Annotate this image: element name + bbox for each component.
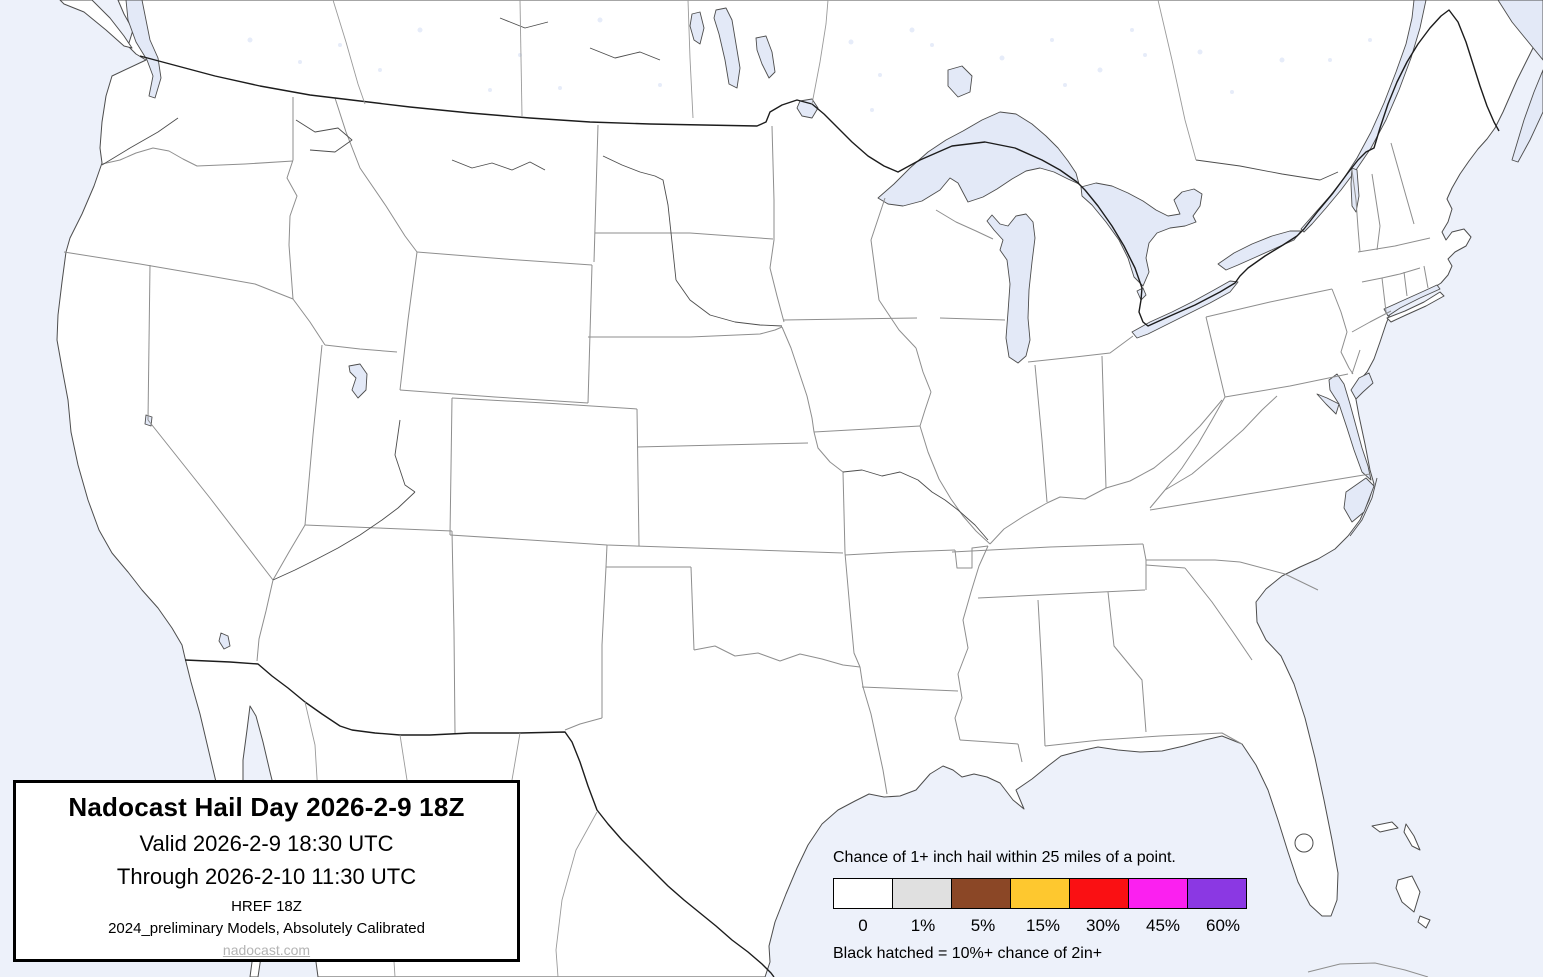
long-island bbox=[1386, 291, 1445, 323]
legend-label: 30% bbox=[1085, 916, 1121, 935]
legend-color-bar bbox=[833, 878, 1254, 909]
lake-superior bbox=[877, 111, 1080, 207]
colorado-river bbox=[272, 491, 416, 581]
landmass bbox=[56, 0, 1543, 977]
rivers bbox=[101, 17, 1378, 581]
pamlico-sound bbox=[1343, 477, 1375, 523]
legend-labels: 0 1% 5% 15% 30% 45% 60% bbox=[833, 916, 1254, 936]
legend-swatch bbox=[1128, 878, 1188, 909]
state-borders bbox=[63, 97, 1431, 977]
through-time: Through 2026-2-10 11:30 UTC bbox=[116, 864, 417, 889]
lake-michigan bbox=[986, 213, 1036, 364]
ottawa-river bbox=[1195, 159, 1339, 181]
legend-label: 45% bbox=[1145, 916, 1181, 935]
title-box: Nadocast Hail Day 2026-2-9 18Z Valid 202… bbox=[13, 780, 520, 962]
legend-swatch bbox=[1010, 878, 1070, 909]
legend-swatch bbox=[951, 878, 1011, 909]
st-lawrence-river bbox=[1300, 0, 1427, 233]
national-borders bbox=[139, 9, 1500, 977]
legend: Chance of 1+ inch hail within 25 miles o… bbox=[833, 849, 1263, 963]
legend-swatch bbox=[1069, 878, 1129, 909]
legend-label: 1% bbox=[910, 916, 936, 935]
lakes-and-bays bbox=[125, 0, 1543, 650]
model-label: HREF 18Z bbox=[231, 898, 302, 915]
legend-title: Chance of 1+ inch hail within 25 miles o… bbox=[833, 849, 1176, 866]
lake-huron bbox=[1080, 182, 1203, 287]
legend-note: Black hatched = 10%+ chance of 2in+ bbox=[833, 945, 1103, 962]
bay-of-fundy bbox=[1511, 69, 1543, 163]
legend-swatch bbox=[892, 878, 952, 909]
legend-swatch bbox=[833, 878, 893, 909]
puget-sound bbox=[125, 0, 162, 99]
us-mexico-border bbox=[184, 659, 775, 977]
missouri-river bbox=[451, 159, 546, 171]
chesapeake-bay bbox=[1328, 373, 1372, 481]
columbia-river bbox=[101, 117, 179, 166]
calibration-label: 2024_preliminary Models, Absolutely Cali… bbox=[108, 920, 425, 937]
gulf-of-st-lawrence bbox=[1497, 0, 1543, 61]
us-canada-border bbox=[139, 9, 1500, 327]
nadocast-link[interactable]: nadocast.com bbox=[222, 942, 311, 958]
legend-label: 5% bbox=[970, 916, 996, 935]
salton-sea bbox=[218, 632, 231, 650]
valid-time: Valid 2026-2-9 18:30 UTC bbox=[139, 831, 394, 856]
legend-label: 60% bbox=[1205, 916, 1241, 935]
vancouver-island bbox=[59, 0, 133, 49]
canada-speckles bbox=[247, 17, 1372, 112]
lake-okeechobee bbox=[1294, 833, 1314, 853]
page-title: Nadocast Hail Day 2026-2-9 18Z bbox=[68, 792, 465, 822]
delaware-bay bbox=[1350, 372, 1374, 400]
legend-label: 15% bbox=[1025, 916, 1061, 935]
great-salt-lake bbox=[348, 363, 368, 399]
lake-nipigon bbox=[947, 65, 973, 98]
outer-banks bbox=[1349, 477, 1378, 537]
snake-river bbox=[295, 119, 353, 153]
long-island-sound bbox=[1383, 284, 1441, 317]
lake-winnipeg bbox=[713, 7, 741, 89]
legend-swatch bbox=[1187, 878, 1247, 909]
legend-label: 0 bbox=[858, 916, 868, 935]
